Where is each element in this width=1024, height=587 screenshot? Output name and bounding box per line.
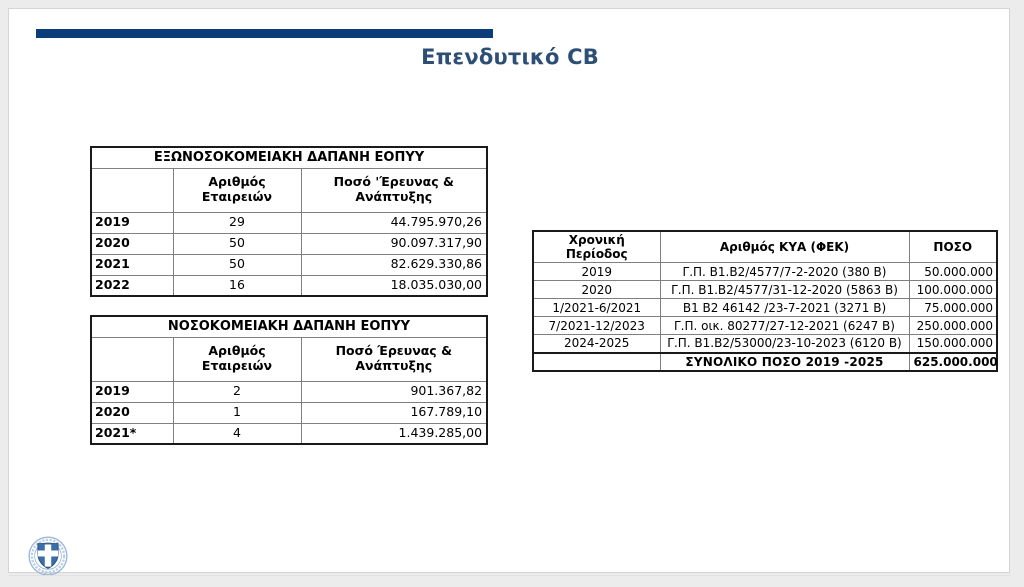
table-row: 2020 Γ.Π. Β1.Β2/4577/31-12-2020 (5863 Β)… <box>532 280 998 300</box>
cell-kya-number: Β1 Β2 46142 /23-7-2021 (3271 Β) <box>659 298 910 318</box>
table-row: 2024-2025 Γ.Π. Β1.Β2/53000/23-10-2023 (6… <box>532 334 998 354</box>
cell-amount: 250.000.000 <box>908 316 998 336</box>
cell-period: 7/2021-12/2023 <box>532 316 661 336</box>
header-company-count-line2: Εταιρειών <box>201 189 273 204</box>
table-row: 2019 Γ.Π. Β1.Β2/4577/7-2-2020 (380 Β) 50… <box>532 262 998 282</box>
table-header-row: Χρονική Περίοδος Αριθμός ΚΥΑ (ΦΕΚ) ΠΟΣΟ <box>532 230 998 264</box>
cell-kya-number: Γ.Π. Β1.Β2/53000/23-10-2023 (6120 Β) <box>659 334 910 354</box>
table-row: 7/2021-12/2023 Γ.Π. οικ. 80277/27-12-202… <box>532 316 998 336</box>
cell-amount: 82.629.330,86 <box>300 253 489 276</box>
table-row: 2021* 4 1.439.285,00 <box>90 422 489 445</box>
table-title-row: ΕΞΩΝΟΣΟΚΟΜΕΙΑΚΗ ΔΑΠΑΝΗ ΕΟΠΥΥ <box>89 146 489 169</box>
table-outpatient-title: ΕΞΩΝΟΣΟΚΟΜΕΙΑΚΗ ΔΑΠΑΝΗ ΕΟΠΥΥ <box>89 146 489 169</box>
cell-kya-number: Γ.Π. Β1.Β2/4577/7-2-2020 (380 Β) <box>659 262 910 282</box>
total-label: ΣΥΝΟΛΙΚΟ ΠΟΣΟ 2019 -2025 <box>659 351 910 372</box>
cell-amount: 18.035.030,00 <box>300 274 489 297</box>
header-rnd-amount-line2: Ανάπτυξης <box>355 358 433 373</box>
cell-year: 2021* <box>90 422 174 445</box>
hellenic-republic-emblem-icon <box>25 533 71 579</box>
cell-year: 2021 <box>90 253 174 276</box>
cell-year: 2019 <box>90 211 174 234</box>
cell-company-count: 16 <box>172 274 302 297</box>
cell-year: 2020 <box>90 232 174 255</box>
cell-kya-number: Γ.Π. οικ. 80277/27-12-2021 (6247 Β) <box>659 316 910 336</box>
table-header-row: Αριθμός Εταιρειών Ποσό 'Έρευνας & Ανάπτυ… <box>90 167 489 213</box>
header-kya-number: Αριθμός ΚΥΑ (ΦΕΚ) <box>659 230 910 264</box>
table-row: 2021 50 82.629.330,86 <box>90 253 489 276</box>
cell-company-count: 1 <box>172 401 302 424</box>
cell-amount: 75.000.000 <box>908 298 998 318</box>
cell-company-count: 2 <box>172 380 302 403</box>
cell-company-count: 50 <box>172 232 302 255</box>
table-total-row: ΣΥΝΟΛΙΚΟ ΠΟΣΟ 2019 -2025 625.000.000 <box>532 351 998 372</box>
header-company-count-line1: Αριθμός <box>208 174 266 190</box>
header-company-count-line1: Αριθμός <box>208 343 266 359</box>
cell-period: 2019 <box>532 262 661 282</box>
cell-year: 2019 <box>90 380 174 403</box>
cell-amount: 167.789,10 <box>300 401 489 424</box>
footer-divider <box>9 575 1011 576</box>
cell-amount: 50.000.000 <box>908 262 998 282</box>
title-accent-bar <box>36 29 493 38</box>
cell-amount: 100.000.000 <box>908 280 998 300</box>
table-row: 2020 1 167.789,10 <box>90 401 489 424</box>
header-company-count: Αριθμός Εταιρειών <box>172 167 302 213</box>
cell-amount: 1.439.285,00 <box>300 422 489 445</box>
table-row: 2020 50 90.097.317,90 <box>90 232 489 255</box>
slide-canvas: Επενδυτικό CB ΕΞΩΝΟΣΟΚΟΜΕΙΑΚΗ ΔΑΠΑΝΗ ΕΟΠ… <box>8 8 1011 576</box>
header-period: Χρονική Περίοδος <box>532 230 661 264</box>
cell-company-count: 50 <box>172 253 302 276</box>
cell-year: 2020 <box>90 401 174 424</box>
header-rnd-amount: Ποσό Έρευνας & Ανάπτυξης <box>300 336 489 382</box>
table-inpatient-title: ΝΟΣΟΚΟΜΕΙΑΚΗ ΔΑΠΑΝΗ ΕΟΠΥΥ <box>89 315 489 338</box>
table-kya-allocations: Χρονική Περίοδος Αριθμός ΚΥΑ (ΦΕΚ) ΠΟΣΟ … <box>532 230 998 372</box>
cell-amount: 90.097.317,90 <box>300 232 489 255</box>
table-row: 1/2021-6/2021 Β1 Β2 46142 /23-7-2021 (32… <box>532 298 998 318</box>
page-title: Επενδυτικό CB <box>421 45 599 69</box>
total-amount: 625.000.000 <box>908 351 998 372</box>
cell-company-count: 4 <box>172 422 302 445</box>
table-row: 2022 16 18.035.030,00 <box>90 274 489 297</box>
table-row: 2019 29 44.795.970,26 <box>90 211 489 234</box>
total-blank-cell <box>532 351 661 372</box>
table-outpatient-expenditure: ΕΞΩΝΟΣΟΚΟΜΕΙΑΚΗ ΔΑΠΑΝΗ ΕΟΠΥΥ Αριθμός Ετα… <box>89 146 489 297</box>
header-rnd-amount-line2: Ανάπτυξης <box>355 189 433 204</box>
cell-period: 1/2021-6/2021 <box>532 298 661 318</box>
header-company-count: Αριθμός Εταιρειών <box>172 336 302 382</box>
table-row: 2019 2 901.367,82 <box>90 380 489 403</box>
header-rnd-amount-line1: Ποσό 'Έρευνας & <box>333 174 454 190</box>
cell-amount: 44.795.970,26 <box>300 211 489 234</box>
cell-company-count: 29 <box>172 211 302 234</box>
header-rnd-amount-line1: Ποσό Έρευνας & <box>335 343 452 359</box>
cell-year: 2022 <box>90 274 174 297</box>
cell-amount: 901.367,82 <box>300 380 489 403</box>
cell-kya-number: Γ.Π. Β1.Β2/4577/31-12-2020 (5863 Β) <box>659 280 910 300</box>
header-year-blank <box>90 336 174 382</box>
header-rnd-amount: Ποσό 'Έρευνας & Ανάπτυξης <box>300 167 489 213</box>
header-amount: ΠΟΣΟ <box>908 230 998 264</box>
table-header-row: Αριθμός Εταιρειών Ποσό Έρευνας & Ανάπτυξ… <box>90 336 489 382</box>
header-year-blank <box>90 167 174 213</box>
cell-period: 2020 <box>532 280 661 300</box>
table-inpatient-expenditure: ΝΟΣΟΚΟΜΕΙΑΚΗ ΔΑΠΑΝΗ ΕΟΠΥΥ Αριθμός Εταιρε… <box>89 315 489 445</box>
cell-amount: 150.000.000 <box>908 334 998 354</box>
table-title-row: ΝΟΣΟΚΟΜΕΙΑΚΗ ΔΑΠΑΝΗ ΕΟΠΥΥ <box>89 315 489 338</box>
header-company-count-line2: Εταιρειών <box>201 358 273 373</box>
cell-period: 2024-2025 <box>532 334 661 354</box>
